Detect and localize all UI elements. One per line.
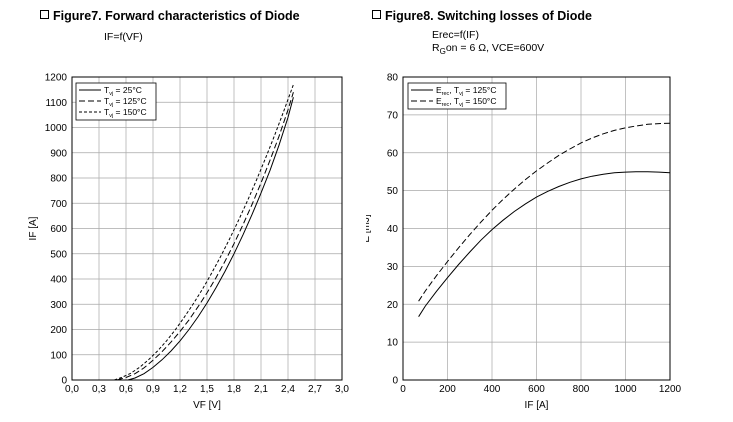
figure8-chart: 0 200 400 600 800 1000 1200 0 10 20 30 40 50 60 70 80 IF… [366,73,682,412]
y-tick-label: 80 [387,73,399,84]
plot-frame [71,76,343,381]
figure8-formula: Erec=f(IF) [432,29,479,41]
legend-box [407,82,507,110]
x-tick-label: 0,6 [119,384,133,395]
y-tick-label: 700 [50,199,67,210]
x-tick-label: 800 [573,384,590,395]
y-tick-label: 30 [387,262,399,273]
y-tick-label: 50 [387,186,399,197]
x-tick-label: 200 [439,384,456,395]
figure8-bullet-icon [372,10,381,19]
legend-label-2: Erec, Tvj = 150°C [436,96,496,108]
y-tick-label: 200 [50,325,67,336]
figure8-condition-sub: G [439,47,446,57]
series-line-2 [116,92,294,381]
plot-frame [402,76,671,381]
y-tick-label: 800 [50,174,67,185]
y-tick-label: 400 [50,275,67,286]
grid [402,76,671,381]
x-axis-label: IF [A] [525,400,549,411]
legend-label-3: Tvj = 150°C [104,107,147,119]
y-tick-label: 500 [50,249,67,260]
y-tick-label: 60 [387,148,399,159]
figure7-formula: IF=f(VF) [104,31,143,43]
x-tick-label: 2,7 [308,384,322,395]
series-line-1 [127,97,294,381]
x-tick-label: 2,1 [254,384,268,395]
y-tick-label: 900 [50,148,67,159]
figure8-condition-rest: on = 6 Ω, VCE=600V [445,42,545,54]
y-tick-label: 1200 [45,73,68,84]
y-tick-label: 70 [387,110,399,121]
x-tick-label: 1200 [659,384,682,395]
y-axis-label: IF [A] [28,216,39,240]
x-tick-label: 0,3 [92,384,106,395]
x-axis-label: VF [V] [193,400,221,411]
y-tick-label: 20 [387,300,399,311]
series-line-1 [418,171,671,317]
x-tick-label: 400 [484,384,501,395]
series-line-2 [418,122,671,302]
figure8-title: Figure8. Switching losses of Diode [385,9,592,23]
x-tick-label: 1,5 [200,384,214,395]
y-tick-label: 40 [387,224,399,235]
y-tick-label: 1100 [45,98,67,109]
x-tick-label: 2,4 [281,384,295,395]
x-tick-label: 3,0 [335,384,349,395]
x-tick-label: 0,0 [65,384,79,395]
x-tick-label: 1000 [614,384,637,395]
grid [71,76,343,381]
y-tick-label: 1000 [45,123,68,134]
series-line-3 [114,84,294,381]
x-tick-label: 1,8 [227,384,241,395]
figure8-panel: Figure8. Switching losses of Diode Erec=… [366,0,733,422]
x-tick-label: 0,9 [146,384,160,395]
y-tick-label: 10 [387,338,399,349]
figure7-title: Figure7. Forward characteristics of Diod… [53,9,300,23]
x-tick-label: 0 [400,384,406,395]
figure8-condition: RGon = 6 Ω, VCE=600V [432,42,544,56]
x-tick-label: 600 [528,384,545,395]
figure7-panel: Figure7. Forward characteristics of Diod… [0,0,366,422]
legend-label-1: Tvj = 25°C [104,85,142,97]
figure7-bullet-icon [40,10,49,19]
figure7-heading: Figure7. Forward characteristics of Diod… [40,9,300,23]
y-tick-label: 300 [50,300,67,311]
y-tick-label: 0 [392,376,398,387]
figure8-condition-prefix: R [432,42,440,54]
y-tick-label: 0 [61,376,67,387]
y-axis-label: E [mJ] [366,214,372,243]
y-tick-label: 600 [50,224,67,235]
figure7-chart: 0,0 0,3 0,6 0,9 1,2 1,5 1,8 2,1 2,4 2,7 3,0 0 100 200… [28,73,349,412]
figure8-heading: Figure8. Switching losses of Diode [372,9,592,23]
x-tick-label: 1,2 [173,384,187,395]
legend-label-2: Tvj = 125°C [104,96,147,108]
y-tick-label: 100 [50,350,67,361]
legend-label-1: Erec, Tvj = 125°C [436,85,496,97]
